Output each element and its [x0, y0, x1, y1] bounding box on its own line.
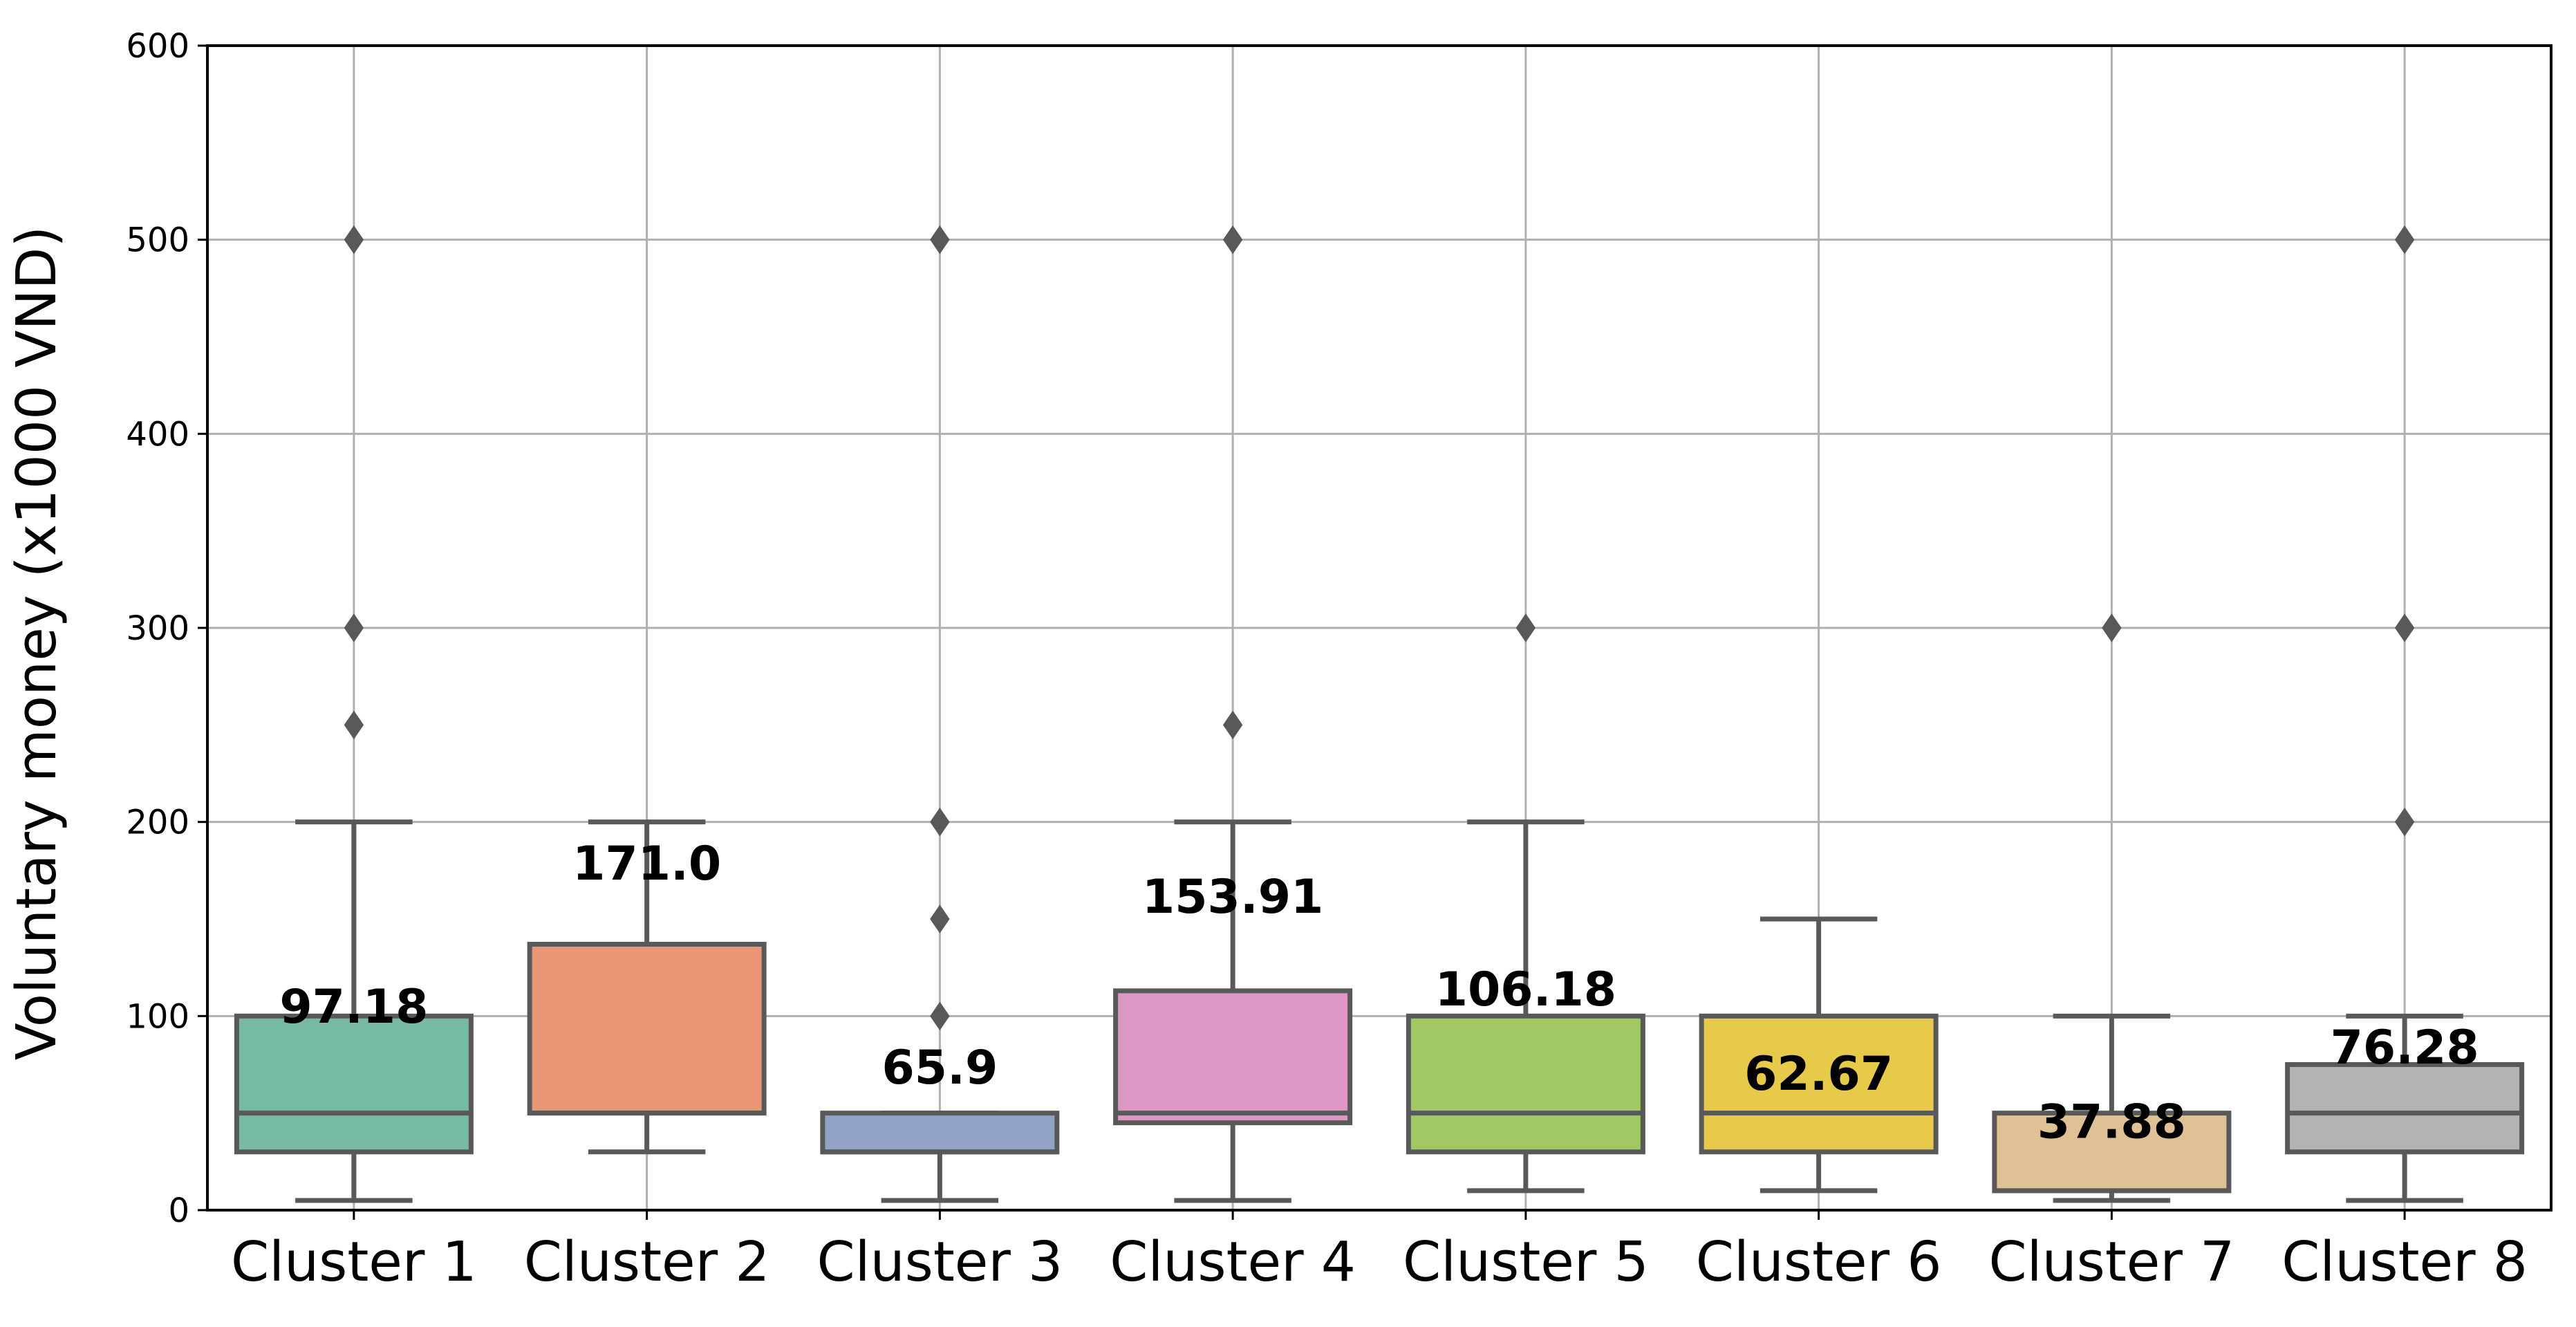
x-tick-label: Cluster 7 [1988, 1230, 2234, 1294]
x-tick-label: Cluster 3 [816, 1230, 1063, 1294]
x-tick-label: Cluster 1 [231, 1230, 477, 1294]
outlier-point [1515, 613, 1536, 642]
y-axis-label: Voluntary money (x1000 VND) [5, 226, 68, 1060]
outlier-point [930, 1001, 950, 1031]
mean-value-label: 153.91 [1142, 870, 1323, 925]
box-iqr [1992, 1111, 2232, 1194]
y-tick-label: 400 [126, 415, 189, 454]
box-group [527, 819, 767, 1155]
x-tick-label: Cluster 6 [1696, 1230, 1942, 1294]
box-iqr [820, 1111, 1060, 1155]
mean-value-label: 65.9 [881, 1041, 998, 1095]
plot-frame [206, 44, 2552, 1212]
box-group [234, 225, 474, 1203]
box-iqr [2285, 1062, 2525, 1155]
outlier-point [344, 613, 364, 642]
outlier-point [2102, 613, 2122, 642]
outlier-point [1222, 710, 1243, 740]
outlier-point [2394, 225, 2415, 254]
outlier-point [344, 710, 364, 740]
y-tick-label: 100 [126, 997, 189, 1036]
box-group [2285, 225, 2525, 1203]
y-tick-label: 0 [168, 1191, 189, 1230]
mean-value-label: 62.67 [1744, 1047, 1893, 1102]
mean-value-label: 97.18 [279, 980, 428, 1034]
box-iqr [234, 1013, 474, 1155]
box-iqr [527, 941, 767, 1116]
outlier-point [930, 807, 950, 837]
box-iqr [1406, 1013, 1645, 1155]
x-tick-label: Cluster 8 [2281, 1230, 2528, 1294]
box-iqr [1699, 1013, 1939, 1155]
mean-value-label: 171.0 [572, 837, 721, 891]
box-layer [234, 225, 2525, 1203]
mean-value-label: 76.28 [2331, 1021, 2479, 1075]
outlier-point [930, 225, 950, 254]
outlier-point [930, 904, 950, 934]
axis-layer [198, 44, 2552, 1220]
x-tick-label: Cluster 4 [1110, 1230, 1356, 1294]
label-layer: 0 100 200 300 400 500 600 Cluster 1 Cluster 2 Clu… [126, 27, 2528, 1294]
y-tick-label: 300 [126, 609, 189, 648]
y-tick-label: 600 [126, 27, 189, 66]
mean-value-label: 106.18 [1435, 963, 1616, 1017]
box-group [1113, 225, 1353, 1203]
outlier-point [344, 225, 364, 254]
outlier-point [2394, 807, 2415, 837]
box-iqr [1113, 988, 1353, 1126]
mean-value-label: 37.88 [2037, 1095, 2186, 1150]
y-tick-label: 200 [126, 804, 189, 842]
box-group [820, 225, 1060, 1203]
x-tick-label: Cluster 2 [524, 1230, 770, 1294]
outlier-point [2394, 613, 2415, 642]
box-group [1992, 613, 2232, 1203]
x-tick-label: Cluster 5 [1403, 1230, 1649, 1294]
outlier-point [1222, 225, 1243, 254]
box-group [1406, 613, 1645, 1194]
box-group [1699, 916, 1939, 1194]
y-tick-label: 500 [126, 221, 189, 260]
